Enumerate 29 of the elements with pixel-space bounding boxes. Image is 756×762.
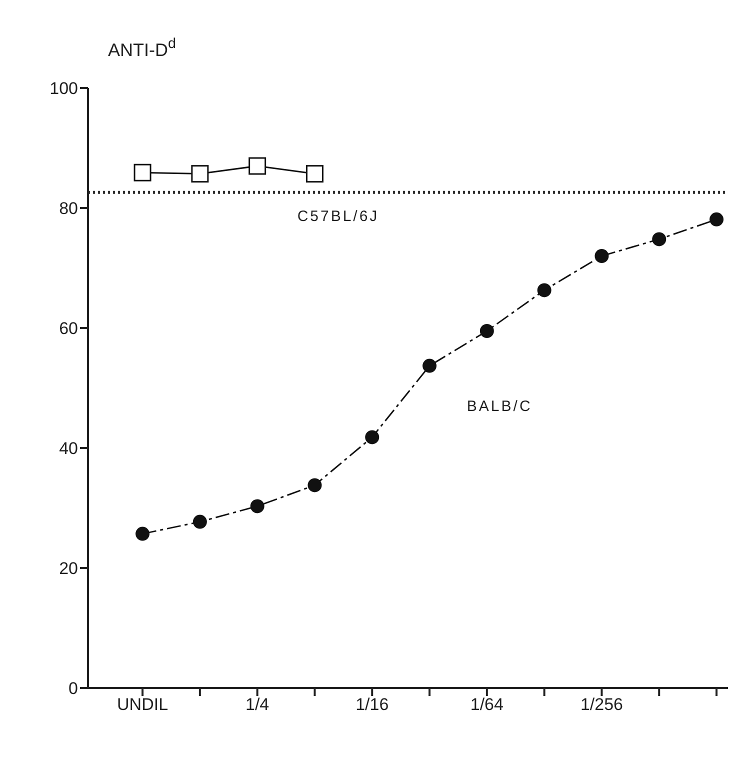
x-tick-label: 1/4 <box>246 695 270 714</box>
y-tick-label: 0 <box>68 679 78 698</box>
x-tick-label: 1/256 <box>580 695 623 714</box>
y-tick-label: 80 <box>59 199 78 218</box>
x-tick-label: UNDIL <box>117 695 168 714</box>
point <box>192 514 207 529</box>
point <box>250 499 264 514</box>
point <box>191 165 209 183</box>
point <box>480 324 494 338</box>
point <box>134 164 152 182</box>
point <box>308 478 322 492</box>
y-tick-label: 100 <box>50 79 78 98</box>
x-tick-label: 1/16 <box>356 695 389 714</box>
point <box>422 358 437 373</box>
point <box>652 232 666 246</box>
x-tick-label: 1/64 <box>470 695 504 714</box>
point <box>365 430 380 444</box>
point <box>248 157 266 175</box>
point <box>710 212 724 226</box>
chart-title: ANTI-D$^{d}$ <box>108 36 176 60</box>
point <box>537 283 552 298</box>
point <box>594 249 609 263</box>
y-tick-label: 20 <box>59 559 78 578</box>
point <box>306 165 324 183</box>
text: BALB/C <box>466 398 532 415</box>
series-label: C57BL/6J <box>297 208 380 225</box>
point <box>136 526 150 541</box>
y-tick-label: 40 <box>59 439 78 458</box>
y-tick-label: 60 <box>59 319 78 338</box>
